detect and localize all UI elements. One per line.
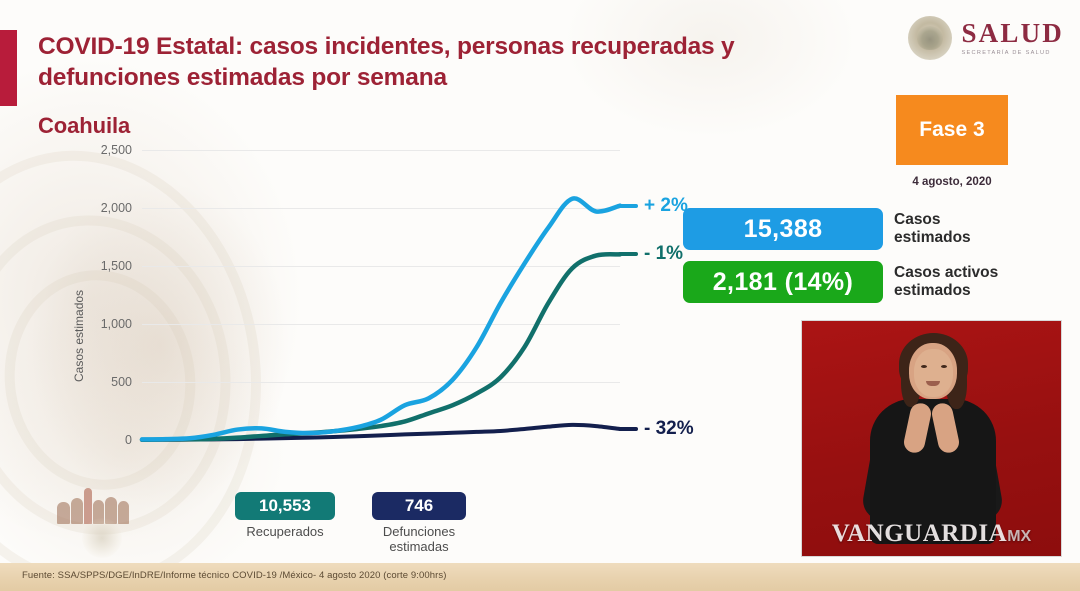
chart-y-tick: 2,000	[100, 201, 132, 215]
stat-value: 15,388	[683, 208, 883, 250]
chart-series-lines	[139, 196, 623, 443]
interpreter-eye	[921, 365, 927, 368]
watermark-main: VANGUARDIA	[831, 520, 1008, 547]
chart-y-tick: 2,500	[100, 143, 132, 157]
stat-label-line2: estimados	[894, 229, 971, 246]
interpreter-face	[914, 349, 953, 397]
stat-label-line2: estimados	[894, 282, 971, 299]
legend-value: 10,553	[235, 492, 335, 520]
interpreter-eye	[941, 365, 947, 368]
footer-source: Fuente: SSA/SPPS/DGE/InDRE/Informe técni…	[22, 570, 447, 581]
phase-badge: Fase 3	[896, 95, 1008, 165]
legend-recovered: 10,553 Recuperados	[235, 492, 335, 540]
state-name: Coahuila	[38, 113, 131, 138]
page-title: COVID-19 Estatal: casos incidentes, pers…	[38, 32, 828, 94]
stat-label: Casos estimados	[894, 211, 971, 248]
legend-value: 746	[372, 492, 466, 520]
report-date: 4 agosto, 2020	[912, 176, 992, 188]
chart-gridline	[142, 266, 620, 267]
legend-deaths: 746 Defunciones estimadas	[372, 492, 466, 555]
chart-y-tick: 0	[125, 433, 132, 447]
interpreter-mouth	[926, 381, 940, 386]
annotation-dash	[618, 426, 638, 431]
salud-logo-subtext: SECRETARÍA DE SALUD	[961, 49, 1051, 56]
legend-caption: Defunciones estimadas	[372, 524, 466, 555]
stat-label-line1: Casos activos	[894, 263, 999, 281]
legend-caption-line1: Defunciones	[382, 524, 456, 539]
legend-caption: Recuperados	[235, 524, 335, 540]
chart-gridline	[142, 324, 620, 325]
annotation-dash	[618, 203, 638, 208]
phase-badge-label: Fase 3	[919, 118, 985, 141]
title-accent-bar	[0, 30, 17, 106]
stat-active-cases: 2,181 (14%) Casos activos estimados	[683, 261, 998, 303]
chart-y-tick: 1,000	[100, 317, 132, 331]
watermark-sub: MX	[1007, 528, 1032, 545]
chart-y-tick: 500	[111, 375, 132, 389]
government-emblem-icon	[55, 478, 131, 524]
government-seal-icon	[82, 518, 122, 558]
chart-gridline	[142, 382, 620, 383]
page-title-line2: defunciones estimadas por semana	[38, 63, 447, 91]
stat-estimated-cases: 15,388 Casos estimados	[683, 208, 971, 250]
annotation-dash	[618, 252, 638, 257]
annotation-deaths: - 32%	[618, 418, 694, 440]
chart-plot-area	[139, 150, 623, 443]
salud-logo: SALUD SECRETARÍA DE SALUD	[908, 16, 1064, 60]
video-watermark: VANGUARDIAMX	[802, 520, 1061, 548]
chart-line-1	[139, 251, 623, 443]
legend-caption-line1: Recuperados	[246, 524, 324, 539]
sign-language-video[interactable]: VANGUARDIAMX	[801, 320, 1062, 557]
stat-value: 2,181 (14%)	[683, 261, 883, 303]
chart-line-0	[139, 196, 623, 442]
salud-logo-text: SALUD	[961, 17, 1064, 48]
mexico-eagle-seal-icon	[908, 16, 953, 60]
stat-label: Casos activos estimados	[894, 264, 998, 301]
annotation-incident-cases: + 2%	[618, 195, 688, 217]
chart-y-tick: 1,500	[100, 259, 132, 273]
chart-gridline	[142, 208, 620, 209]
chart-y-axis-ticks: 0 500 1,000 1,500 2,000 2,500	[70, 143, 132, 447]
footer-bar	[0, 563, 1080, 591]
page-title-line1: COVID-19 Estatal: casos incidentes, pers…	[38, 33, 735, 60]
chart-gridline	[142, 150, 620, 151]
stat-label-line1: Casos	[894, 210, 941, 228]
legend-caption-line2: estimadas	[389, 538, 449, 554]
annotation-recovered: - 1%	[618, 243, 683, 265]
epidemic-curve-chart: Casos estimados 0 500 1,000 1,500 2,000 2,500…	[30, 143, 630, 591]
